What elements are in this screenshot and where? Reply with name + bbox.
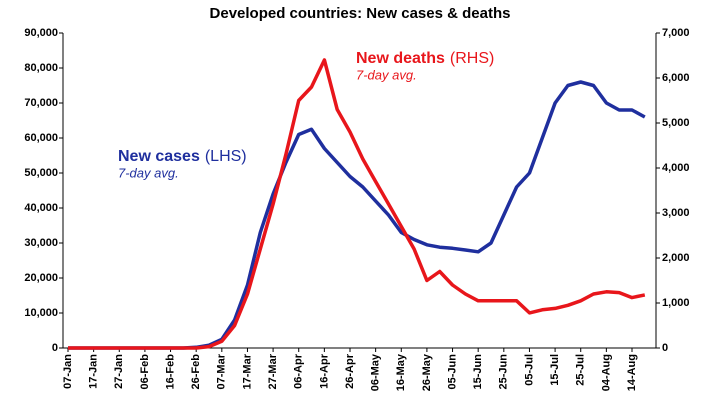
- y2-tick-label: 3,000: [662, 207, 690, 219]
- x-tick-label: 06-Feb: [139, 354, 151, 390]
- y-tick-label: 90,000: [24, 27, 58, 39]
- y2-tick-label: 6,000: [662, 72, 690, 84]
- x-tick-label: 06-May: [370, 353, 382, 391]
- y2-tick-label: 4,000: [662, 162, 690, 174]
- legend-subnote: 7-day avg.: [118, 165, 179, 180]
- x-tick-label: 27-Mar: [267, 353, 279, 389]
- y-tick-label: 50,000: [24, 167, 58, 179]
- y-tick-label: 60,000: [24, 132, 58, 144]
- x-tick-label: 17-Mar: [241, 353, 253, 389]
- legend-name: New deaths: [356, 50, 445, 67]
- y-tick-label: 80,000: [24, 62, 58, 74]
- legend-axis-note: (LHS): [205, 148, 247, 165]
- x-tick-label: 17-Jan: [88, 354, 100, 389]
- x-tick-label: 06-Apr: [293, 353, 305, 389]
- x-tick-label: 14-Aug: [626, 354, 638, 391]
- x-tick-label: 07-Mar: [216, 353, 228, 389]
- y2-tick-label: 5,000: [662, 117, 690, 129]
- y-tick-label: 0: [52, 342, 58, 354]
- y-tick-label: 20,000: [24, 272, 58, 284]
- legend-name: New cases: [118, 148, 200, 165]
- x-tick-label: 16-Feb: [164, 354, 176, 390]
- x-tick-label: 25-Jul: [575, 354, 587, 386]
- y2-tick-label: 0: [662, 342, 668, 354]
- y-tick-label: 30,000: [24, 237, 58, 249]
- x-tick-label: 27-Jan: [113, 354, 125, 389]
- chart-title: Developed countries: New cases & deaths: [210, 5, 511, 22]
- x-tick-label: 26-Feb: [190, 354, 202, 390]
- x-tick-label: 05-Jul: [523, 354, 535, 386]
- x-tick-label: 26-May: [421, 353, 433, 391]
- y2-tick-label: 2,000: [662, 252, 690, 264]
- x-tick-label: 07-Jan: [62, 354, 74, 389]
- legend-label: New cases (LHS): [118, 148, 247, 165]
- y2-tick-label: 1,000: [662, 297, 690, 309]
- x-tick-label: 26-Apr: [344, 353, 356, 389]
- y-tick-label: 70,000: [24, 97, 58, 109]
- y-tick-label: 40,000: [24, 202, 58, 214]
- series-line: [68, 58, 646, 350]
- legend-axis-note: (RHS): [450, 50, 494, 67]
- legend-subnote: 7-day avg.: [356, 67, 417, 82]
- x-tick-label: 15-Jul: [549, 354, 561, 386]
- legend-label: New deaths (RHS): [356, 50, 494, 67]
- x-tick-label: 25-Jun: [498, 354, 510, 390]
- y-tick-label: 10,000: [24, 307, 58, 319]
- x-tick-label: 16-May: [395, 353, 407, 391]
- x-tick-label: 04-Aug: [600, 354, 612, 391]
- x-tick-label: 15-Jun: [472, 354, 484, 390]
- x-tick-label: 16-Apr: [318, 353, 330, 389]
- y2-tick-label: 7,000: [662, 27, 690, 39]
- x-tick-label: 05-Jun: [446, 354, 458, 390]
